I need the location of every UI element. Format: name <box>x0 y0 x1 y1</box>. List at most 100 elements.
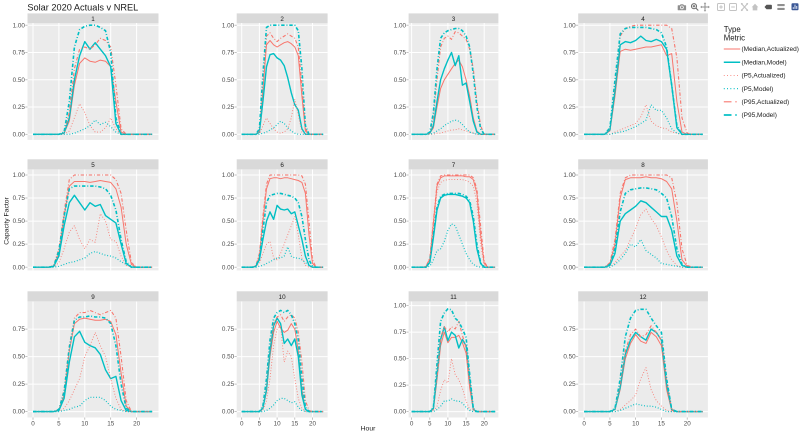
svg-text:0: 0 <box>582 421 586 428</box>
svg-text:0.75: 0.75 <box>394 195 407 202</box>
svg-text:0.00: 0.00 <box>394 131 407 138</box>
svg-text:0.25: 0.25 <box>394 382 407 389</box>
svg-text:0.75: 0.75 <box>13 326 26 333</box>
svg-text:7: 7 <box>452 162 456 169</box>
svg-text:(P95,Actualized): (P95,Actualized) <box>742 99 790 106</box>
svg-text:0.25: 0.25 <box>563 104 576 111</box>
svg-text:0.50: 0.50 <box>13 354 26 361</box>
svg-text:0.25: 0.25 <box>222 241 235 248</box>
svg-text:0.75: 0.75 <box>394 329 407 336</box>
svg-text:0.25: 0.25 <box>222 104 235 111</box>
svg-text:8: 8 <box>641 162 645 169</box>
svg-text:0.50: 0.50 <box>394 77 407 84</box>
svg-text:10: 10 <box>81 421 89 428</box>
svg-text:2: 2 <box>280 16 284 23</box>
svg-text:0: 0 <box>240 421 244 428</box>
svg-text:0.75: 0.75 <box>13 50 26 57</box>
svg-text:15: 15 <box>658 421 666 428</box>
svg-text:11: 11 <box>450 294 457 301</box>
svg-text:0.50: 0.50 <box>222 218 235 225</box>
svg-text:1.00: 1.00 <box>222 172 235 179</box>
svg-text:1.00: 1.00 <box>394 22 407 29</box>
svg-text:20: 20 <box>481 421 489 428</box>
svg-text:0.75: 0.75 <box>222 50 235 57</box>
svg-text:0.75: 0.75 <box>563 326 576 333</box>
svg-text:(Median,Actualized): (Median,Actualized) <box>742 46 799 53</box>
svg-text:1.00: 1.00 <box>563 22 576 29</box>
svg-text:Capacity Factor: Capacity Factor <box>4 196 11 244</box>
svg-text:3: 3 <box>452 16 456 23</box>
svg-text:0.50: 0.50 <box>394 218 407 225</box>
svg-text:0.25: 0.25 <box>13 381 26 388</box>
svg-text:4: 4 <box>641 16 645 23</box>
svg-text:0.00: 0.00 <box>222 264 235 271</box>
svg-text:0: 0 <box>410 421 414 428</box>
svg-text:0.00: 0.00 <box>13 409 26 416</box>
svg-text:0.00: 0.00 <box>222 409 235 416</box>
svg-text:0.00: 0.00 <box>394 409 407 416</box>
svg-text:0.00: 0.00 <box>563 264 576 271</box>
svg-text:(P5,Actualized): (P5,Actualized) <box>742 73 786 80</box>
svg-text:1: 1 <box>91 16 95 23</box>
svg-text:0.75: 0.75 <box>563 50 576 57</box>
svg-text:1.00: 1.00 <box>13 22 26 29</box>
svg-text:Type: Type <box>724 25 741 34</box>
svg-text:0.00: 0.00 <box>13 131 26 138</box>
svg-text:0.25: 0.25 <box>394 241 407 248</box>
svg-text:20: 20 <box>684 421 692 428</box>
svg-text:15: 15 <box>463 421 471 428</box>
svg-text:0.50: 0.50 <box>563 218 576 225</box>
svg-text:0.75: 0.75 <box>222 326 235 333</box>
svg-text:0.75: 0.75 <box>222 195 235 202</box>
svg-text:15: 15 <box>291 421 299 428</box>
svg-text:5: 5 <box>91 162 95 169</box>
svg-text:1.00: 1.00 <box>13 172 26 179</box>
svg-text:0.25: 0.25 <box>394 104 407 111</box>
svg-text:0.00: 0.00 <box>394 264 407 271</box>
svg-text:0.50: 0.50 <box>13 218 26 225</box>
svg-text:Solar 2020 Actuals v NREL: Solar 2020 Actuals v NREL <box>27 3 138 13</box>
svg-text:20: 20 <box>133 421 141 428</box>
svg-text:(P95,Model): (P95,Model) <box>742 112 777 119</box>
svg-text:10: 10 <box>274 421 282 428</box>
svg-text:0.75: 0.75 <box>563 195 576 202</box>
svg-text:1.00: 1.00 <box>394 172 407 179</box>
svg-text:0.50: 0.50 <box>222 77 235 84</box>
svg-text:0.00: 0.00 <box>563 131 576 138</box>
svg-text:0.00: 0.00 <box>222 131 235 138</box>
svg-text:Metric: Metric <box>724 33 745 42</box>
svg-text:0.50: 0.50 <box>222 354 235 361</box>
svg-text:Hour: Hour <box>361 426 376 433</box>
svg-text:1.00: 1.00 <box>563 172 576 179</box>
svg-text:5: 5 <box>57 421 61 428</box>
svg-text:(P5,Model): (P5,Model) <box>742 86 774 93</box>
svg-text:0.50: 0.50 <box>563 354 576 361</box>
svg-text:0.25: 0.25 <box>563 381 576 388</box>
svg-text:5: 5 <box>258 421 262 428</box>
svg-text:5: 5 <box>608 421 612 428</box>
svg-text:12: 12 <box>639 294 647 301</box>
svg-text:9: 9 <box>91 294 95 301</box>
svg-text:10: 10 <box>632 421 640 428</box>
svg-text:0.50: 0.50 <box>563 77 576 84</box>
svg-text:10: 10 <box>444 421 452 428</box>
svg-text:(Median,Model): (Median,Model) <box>742 59 787 66</box>
svg-text:0.25: 0.25 <box>222 381 235 388</box>
svg-text:5: 5 <box>428 421 432 428</box>
svg-text:20: 20 <box>309 421 317 428</box>
svg-text:10: 10 <box>279 294 287 301</box>
svg-text:1.00: 1.00 <box>222 22 235 29</box>
svg-text:0.50: 0.50 <box>394 356 407 363</box>
svg-text:1.00: 1.00 <box>394 303 407 310</box>
svg-text:0.00: 0.00 <box>13 264 26 271</box>
svg-text:15: 15 <box>107 421 115 428</box>
svg-text:0.75: 0.75 <box>394 50 407 57</box>
svg-text:0.25: 0.25 <box>563 241 576 248</box>
svg-text:0.25: 0.25 <box>13 241 26 248</box>
svg-text:6: 6 <box>280 162 284 169</box>
svg-text:0.50: 0.50 <box>13 77 26 84</box>
svg-text:0: 0 <box>31 421 35 428</box>
svg-text:0.75: 0.75 <box>13 195 26 202</box>
svg-text:0.00: 0.00 <box>563 409 576 416</box>
svg-text:0.25: 0.25 <box>13 104 26 111</box>
